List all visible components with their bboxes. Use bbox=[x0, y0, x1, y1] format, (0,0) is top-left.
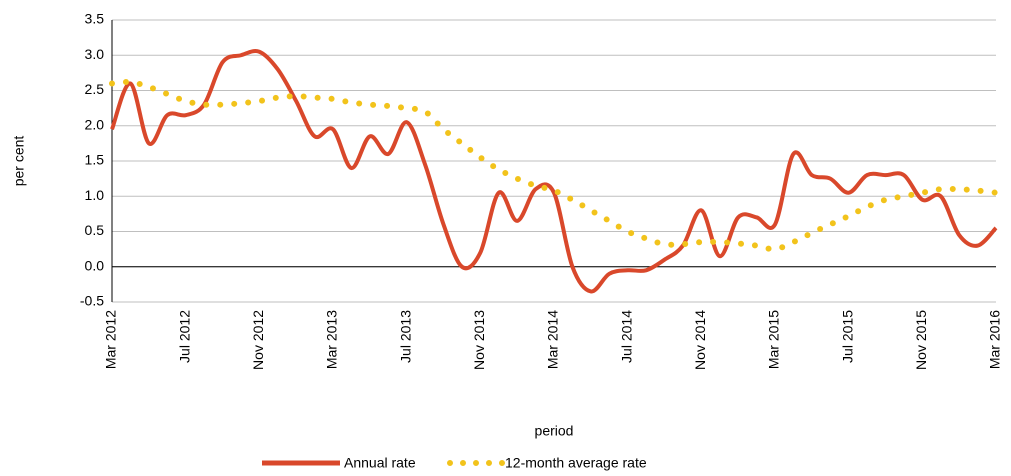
y-tick-label: 1.0 bbox=[85, 187, 105, 203]
x-tick-label: Mar 2015 bbox=[766, 310, 782, 369]
x-tick-label: Mar 2012 bbox=[103, 310, 119, 369]
x-tick-label: Jul 2012 bbox=[176, 310, 192, 363]
x-tick-label: Jul 2013 bbox=[397, 310, 413, 363]
y-tick-label: 2.5 bbox=[85, 81, 105, 97]
y-tick-label: 1.5 bbox=[85, 152, 105, 168]
y-tick-label: 3.0 bbox=[85, 46, 105, 62]
x-tick-label: Nov 2014 bbox=[692, 310, 708, 370]
y-tick-label: 0.0 bbox=[85, 257, 105, 273]
y-tick-label: 2.0 bbox=[85, 116, 105, 132]
x-tick-label: Mar 2014 bbox=[545, 310, 561, 369]
x-tick-label: Nov 2013 bbox=[471, 310, 487, 370]
legend-label: 12-month average rate bbox=[505, 455, 647, 471]
y-tick-label: 3.5 bbox=[85, 11, 105, 27]
x-tick-label: Nov 2012 bbox=[250, 310, 266, 370]
x-axis-title: period bbox=[535, 423, 574, 439]
x-tick-label: Jul 2014 bbox=[618, 310, 634, 363]
y-tick-label: 0.5 bbox=[85, 222, 105, 238]
y-axis-title: per cent bbox=[11, 136, 27, 187]
series-line bbox=[109, 78, 999, 253]
legend-label: Annual rate bbox=[344, 455, 416, 471]
y-tick-label: -0.5 bbox=[80, 293, 104, 309]
x-tick-label: Nov 2015 bbox=[913, 310, 929, 370]
x-tick-label: Jul 2015 bbox=[839, 310, 855, 363]
x-tick-label: Mar 2016 bbox=[987, 310, 1003, 369]
series-line bbox=[110, 49, 998, 294]
x-tick-label: Mar 2013 bbox=[324, 310, 340, 369]
